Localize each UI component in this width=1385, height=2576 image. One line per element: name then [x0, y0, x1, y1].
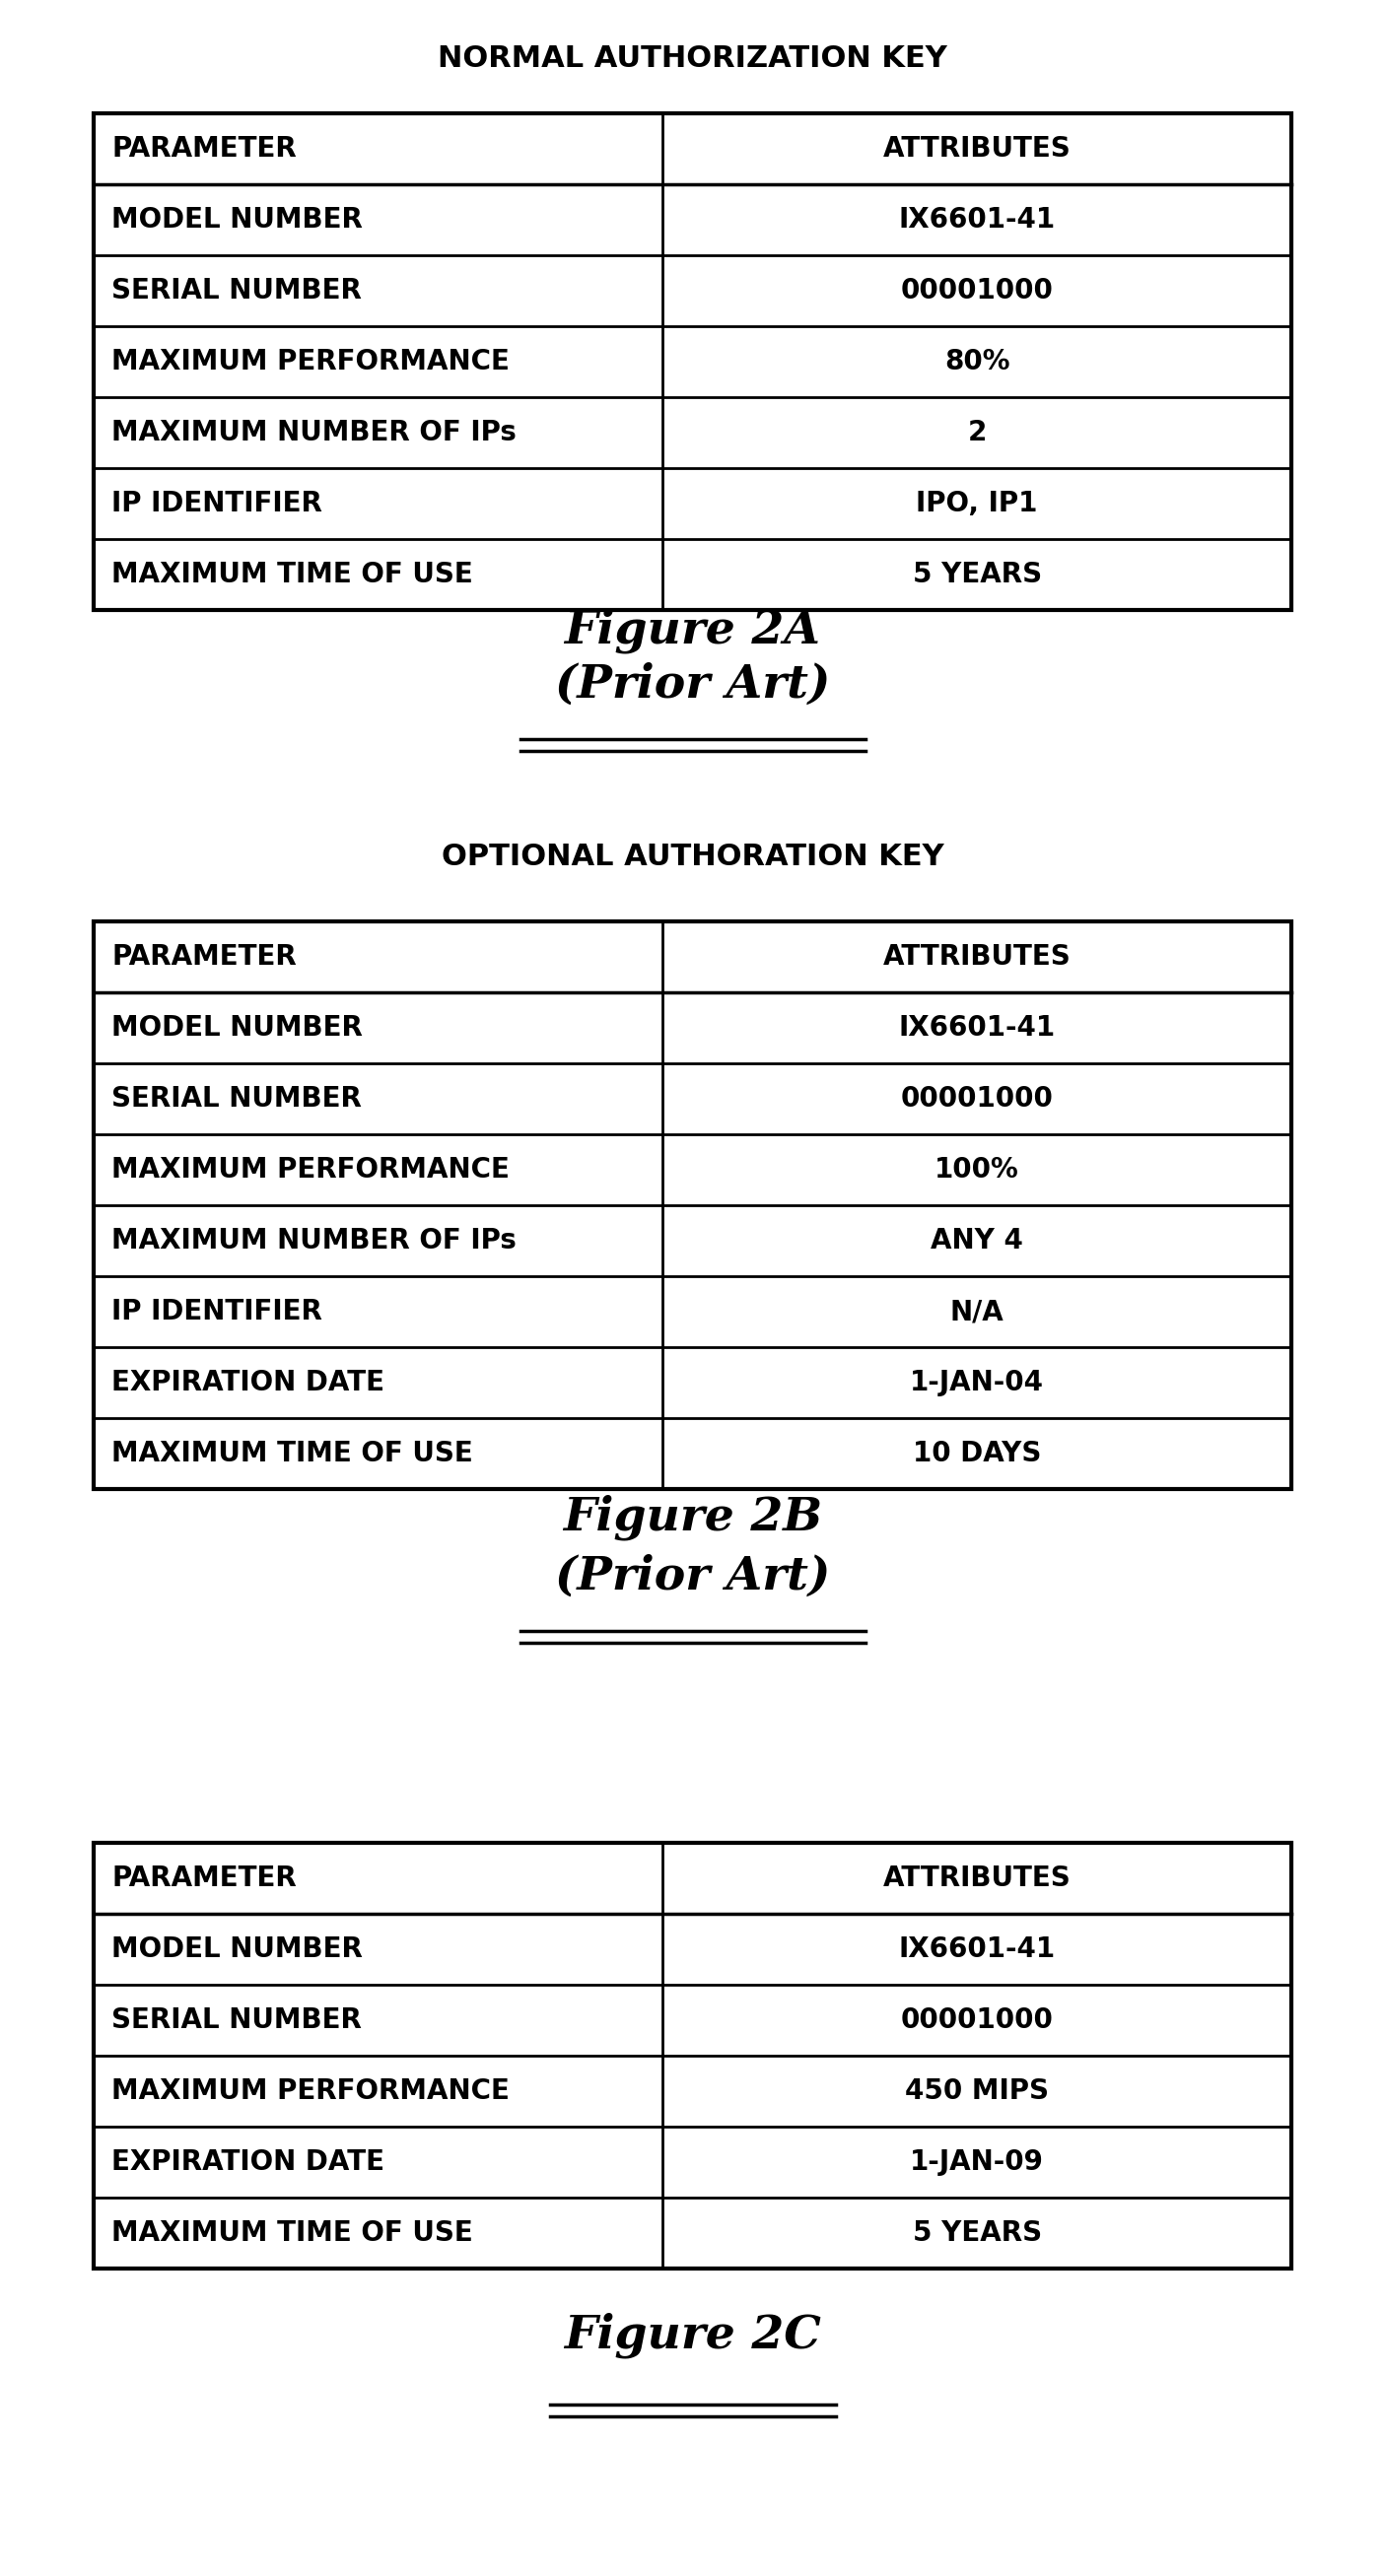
Text: SERIAL NUMBER: SERIAL NUMBER	[111, 2007, 361, 2035]
Text: 2: 2	[967, 420, 986, 446]
Text: MAXIMUM PERFORMANCE: MAXIMUM PERFORMANCE	[111, 348, 510, 376]
Text: MAXIMUM TIME OF USE: MAXIMUM TIME OF USE	[111, 1440, 472, 1468]
Bar	[94, 1842, 1291, 2269]
Text: PARAMETER: PARAMETER	[111, 1865, 296, 1893]
Text: 00001000: 00001000	[900, 276, 1053, 304]
Text: 100%: 100%	[935, 1157, 1019, 1182]
Text: MODEL NUMBER: MODEL NUMBER	[111, 206, 363, 234]
Text: SERIAL NUMBER: SERIAL NUMBER	[111, 1084, 361, 1113]
Bar	[94, 113, 1291, 611]
Text: 00001000: 00001000	[900, 1084, 1053, 1113]
Text: ATTRIBUTES: ATTRIBUTES	[884, 943, 1071, 971]
Text: OPTIONAL AUTHORATION KEY: OPTIONAL AUTHORATION KEY	[442, 842, 943, 871]
Text: MODEL NUMBER: MODEL NUMBER	[111, 1935, 363, 1963]
Text: IP IDENTIFIER: IP IDENTIFIER	[111, 1298, 323, 1327]
Text: ATTRIBUTES: ATTRIBUTES	[884, 134, 1071, 162]
Text: Figure 2C: Figure 2C	[564, 2313, 821, 2360]
Text: IX6601-41: IX6601-41	[899, 1015, 1055, 1041]
Text: SERIAL NUMBER: SERIAL NUMBER	[111, 276, 361, 304]
Text: IPO, IP1: IPO, IP1	[915, 489, 1037, 518]
Text: N/A: N/A	[950, 1298, 1004, 1327]
Text: MAXIMUM PERFORMANCE: MAXIMUM PERFORMANCE	[111, 1157, 510, 1182]
Text: 5 YEARS: 5 YEARS	[913, 2221, 1042, 2246]
Text: IX6601-41: IX6601-41	[899, 1935, 1055, 1963]
Text: MAXIMUM PERFORMANCE: MAXIMUM PERFORMANCE	[111, 2076, 510, 2105]
Text: 00001000: 00001000	[900, 2007, 1053, 2035]
Text: MODEL NUMBER: MODEL NUMBER	[111, 1015, 363, 1041]
Text: EXPIRATION DATE: EXPIRATION DATE	[111, 1368, 385, 1396]
Bar	[94, 922, 1291, 1489]
Text: ATTRIBUTES: ATTRIBUTES	[884, 1865, 1071, 1893]
Text: 80%: 80%	[945, 348, 1010, 376]
Text: NORMAL AUTHORIZATION KEY: NORMAL AUTHORIZATION KEY	[438, 44, 947, 75]
Text: PARAMETER: PARAMETER	[111, 134, 296, 162]
Text: MAXIMUM NUMBER OF IPs: MAXIMUM NUMBER OF IPs	[111, 1226, 517, 1255]
Text: 1-JAN-04: 1-JAN-04	[910, 1368, 1044, 1396]
Text: (Prior Art): (Prior Art)	[555, 662, 830, 708]
Text: 450 MIPS: 450 MIPS	[904, 2076, 1048, 2105]
Text: EXPIRATION DATE: EXPIRATION DATE	[111, 2148, 385, 2177]
Text: 10 DAYS: 10 DAYS	[913, 1440, 1042, 1468]
Text: 1-JAN-09: 1-JAN-09	[910, 2148, 1044, 2177]
Text: (Prior Art): (Prior Art)	[555, 1553, 830, 1600]
Text: 5 YEARS: 5 YEARS	[913, 562, 1042, 587]
Text: PARAMETER: PARAMETER	[111, 943, 296, 971]
Text: MAXIMUM NUMBER OF IPs: MAXIMUM NUMBER OF IPs	[111, 420, 517, 446]
Text: Figure 2A: Figure 2A	[565, 608, 820, 654]
Text: Figure 2B: Figure 2B	[562, 1494, 823, 1540]
Text: MAXIMUM TIME OF USE: MAXIMUM TIME OF USE	[111, 562, 472, 587]
Text: MAXIMUM TIME OF USE: MAXIMUM TIME OF USE	[111, 2221, 472, 2246]
Text: IP IDENTIFIER: IP IDENTIFIER	[111, 489, 323, 518]
Text: IX6601-41: IX6601-41	[899, 206, 1055, 234]
Text: ANY 4: ANY 4	[931, 1226, 1024, 1255]
